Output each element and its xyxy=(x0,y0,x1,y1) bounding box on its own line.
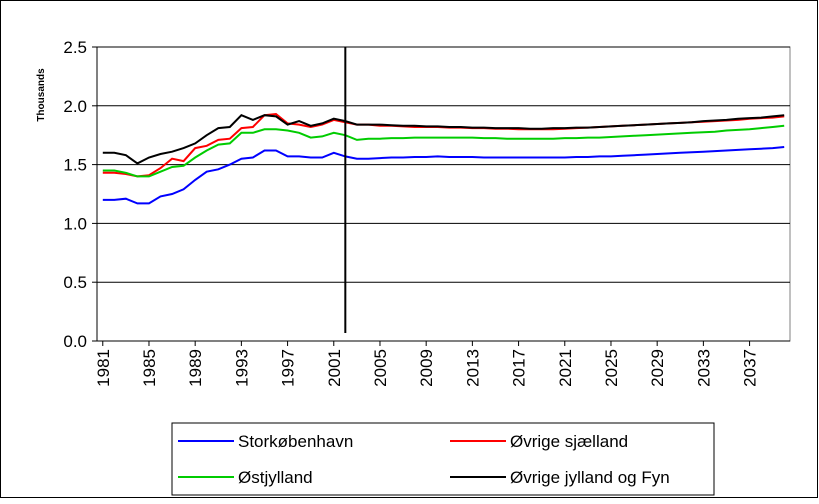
x-tick-label: 2029 xyxy=(648,349,667,387)
x-tick-label: 2037 xyxy=(741,349,760,387)
legend-box xyxy=(171,422,715,496)
legend-label: Storkøbenhavn xyxy=(238,432,353,451)
y-axis-label: Thousands xyxy=(36,68,47,122)
legend-label: Øvrige sjælland xyxy=(510,432,628,451)
x-tick-label: 2017 xyxy=(510,349,529,387)
y-tick-label: 2.5 xyxy=(63,38,87,57)
y-tick-label: 2.0 xyxy=(63,97,87,116)
x-tick-label: 2001 xyxy=(325,349,344,387)
series-line xyxy=(102,114,785,165)
x-tick-label: 2033 xyxy=(694,349,713,387)
x-tick-label: 2009 xyxy=(417,349,436,387)
series-line xyxy=(102,146,785,205)
y-tick-label: 1.0 xyxy=(63,214,87,233)
x-tick-label: 2021 xyxy=(556,349,575,387)
legend-label: Øvrige jylland og Fyn xyxy=(510,468,670,487)
y-tick-label: 0.0 xyxy=(63,332,87,351)
series-line xyxy=(102,124,785,178)
y-tick-label: 1.5 xyxy=(63,156,87,175)
x-tick-label: 2025 xyxy=(602,349,621,387)
x-tick-label: 1993 xyxy=(232,349,251,387)
legend-label: Østjylland xyxy=(238,468,313,487)
x-tick-label: 1997 xyxy=(279,349,298,387)
x-tick-label: 1981 xyxy=(94,349,113,387)
x-tick-label: 1989 xyxy=(186,349,205,387)
x-tick-label: 1985 xyxy=(140,349,159,387)
x-tick-label: 2013 xyxy=(463,349,482,387)
x-tick-label: 2005 xyxy=(371,349,390,387)
y-tick-label: 0.5 xyxy=(63,273,87,292)
plot-area xyxy=(96,46,791,342)
